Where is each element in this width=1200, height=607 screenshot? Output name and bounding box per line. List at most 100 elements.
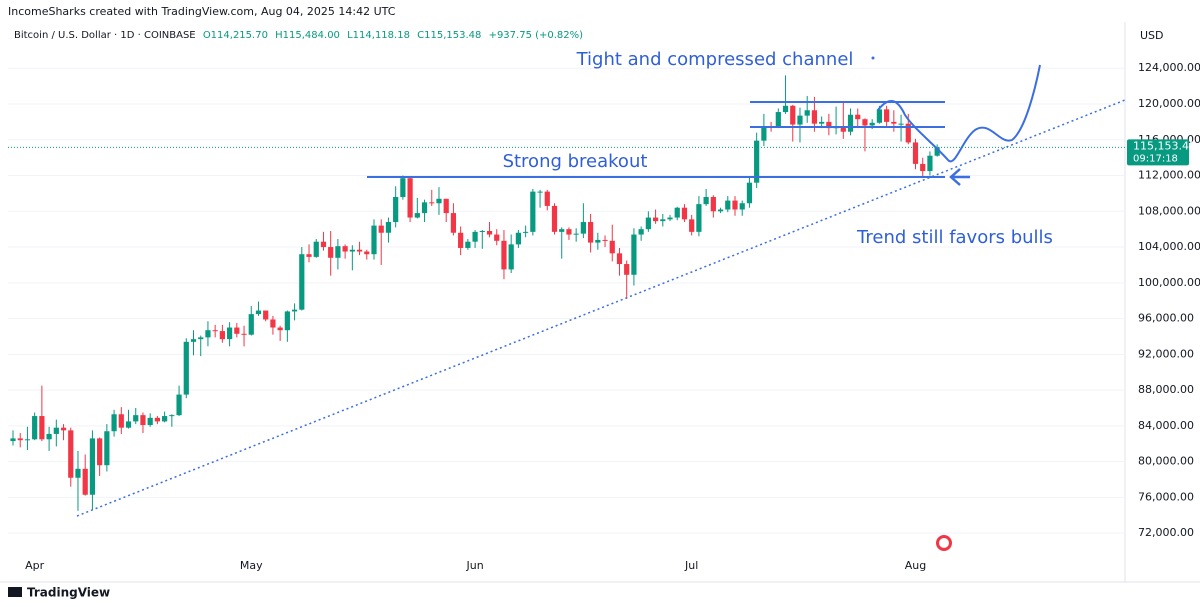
candle-body [10,438,16,442]
candle-body [544,191,550,206]
candle-body [212,330,218,332]
candle-body [732,200,738,210]
y-tick-label: 72,000.00 [1138,526,1194,539]
candle-body [400,178,406,197]
candle-body [306,254,312,257]
candle-body [898,123,904,125]
x-tick-label: Jun [465,559,483,572]
candle-body [566,229,572,235]
candle-body [147,417,153,425]
candle-body [660,219,666,222]
y-tick-label: 120,000.00 [1138,97,1200,110]
arrow [949,168,970,186]
candle-body [580,222,586,234]
candle-body [645,217,651,230]
candle-body [588,222,594,243]
candle-body [790,105,796,125]
candle-layer [10,75,940,511]
candle-body [595,239,601,243]
candle-body [429,202,435,204]
candle-body [198,337,204,340]
legend-line: Bitcoin / U.S. Dollar · 1D · COINBASE O1… [14,30,583,41]
candle-body [89,438,96,495]
candle-body [371,225,377,255]
candle-body [299,254,305,310]
candle-body [356,249,363,252]
candle-body [82,468,88,495]
candle-body [472,231,478,242]
quote-high: H115,484.00 [275,30,340,41]
y-tick-label: 100,000.00 [1138,276,1200,289]
candle-body [717,209,724,212]
header: IncomeSharks created with TradingView.co… [8,5,396,18]
price-tag [1127,139,1189,166]
logo [8,587,22,597]
candle-body [342,246,348,252]
candle-body [876,109,882,123]
candle-body [183,341,189,395]
flag-icon [936,535,952,551]
candle-body [320,241,327,248]
quote-open: O114,215.70 [203,30,268,41]
candle-body [118,414,124,428]
candle-body [891,121,897,124]
candle-body [39,416,45,440]
candle-body [501,240,507,270]
dot [871,56,875,60]
candle-body [573,233,579,235]
x-tick-label: Apr [25,559,45,572]
candle-body [465,241,471,248]
candle-body [696,204,702,232]
y-tick-label: 96,000.00 [1138,312,1194,325]
candle-body [551,205,558,232]
candle-body [804,110,810,116]
candle-body [176,394,182,416]
x-tick-label: Aug [905,559,926,572]
candle-body [53,427,59,434]
candle-body [869,122,875,126]
candle-body [674,207,680,218]
candle-body [219,331,225,340]
candle-body [681,207,688,220]
candle-body [227,327,233,340]
candle-body [75,468,81,478]
candle-body [746,182,753,204]
candle-body [934,147,940,156]
candle-body [725,200,731,210]
candle-body [364,251,370,255]
candle-body [847,114,854,132]
y-tick-label: 124,000.00 [1138,61,1200,74]
candle-body [284,311,290,331]
candle-body [840,127,846,132]
candle-body [277,327,283,331]
candle-body [133,415,139,422]
candle-body [739,203,745,210]
axis-unit: USD [1140,29,1164,42]
candle-body [205,330,211,338]
price-tag-label: 115,153.48 [1133,139,1196,152]
annotation: Tight and compressed channel [576,49,854,70]
footer: TradingView [27,586,110,600]
candle-body [436,198,442,204]
y-tick-label: 92,000.00 [1138,347,1194,360]
candle-body [248,314,254,335]
quote-close: C115,153.48 [417,30,481,41]
candle-body [443,198,449,214]
candle-body [905,123,911,143]
candle-body [263,310,269,320]
logo-mark [8,587,22,597]
candle-body [169,415,175,417]
candle-body [328,247,334,258]
candle-body [255,310,262,315]
candle-body [602,239,608,241]
candle-body [710,196,716,212]
quote-change: +937.75 (+0.82%) [489,30,584,41]
candle-body [458,232,464,248]
candle-body [523,231,529,233]
candle-body [811,110,818,124]
candle-body [313,241,319,257]
candle-body [60,427,67,431]
candle-body [494,234,500,241]
candle-body [508,244,514,270]
